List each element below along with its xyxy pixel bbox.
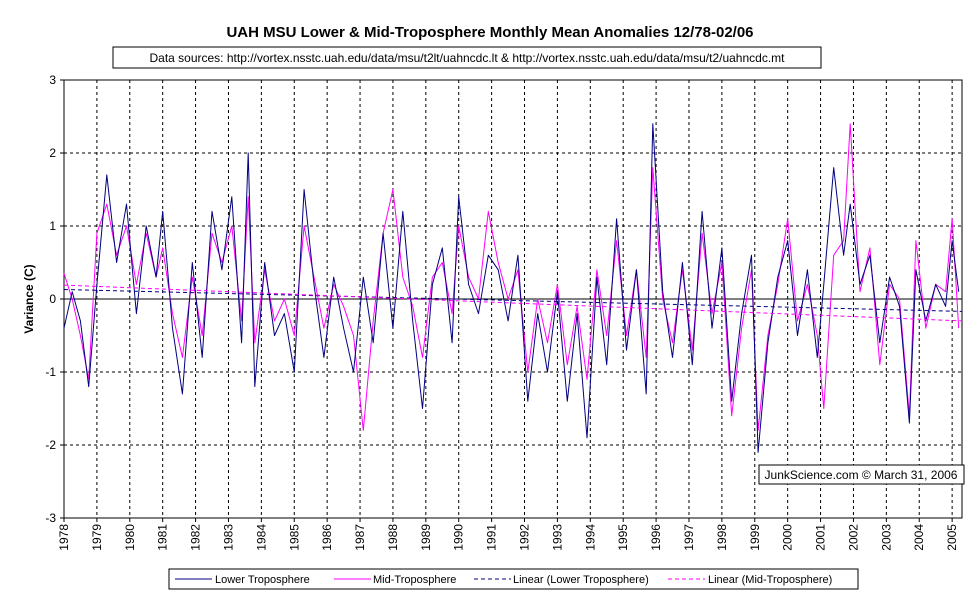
legend-label-lower-troposphere: Lower Troposphere (215, 574, 310, 586)
x-tick-label: 1980 (123, 524, 137, 551)
x-tick-label: 1994 (583, 524, 597, 551)
x-tick-label: 1995 (616, 524, 630, 551)
credit-text: JunkScience.com © March 31, 2006 (765, 468, 958, 482)
x-tick-label: 2000 (781, 524, 795, 551)
legend-label-linear-lower: Linear (Lower Troposphere) (513, 574, 649, 586)
y-axis-label: Variance (C) (22, 264, 36, 333)
x-tick-label: 1986 (320, 524, 334, 551)
y-tick-label: -1 (45, 365, 56, 379)
x-tick-label: 1988 (386, 524, 400, 551)
x-tick-label: 1997 (682, 524, 696, 551)
grid-lines (64, 80, 962, 518)
x-tick-label: 1993 (550, 524, 564, 551)
x-tick-label: 2005 (945, 524, 959, 551)
legend-label-mid-troposphere: Mid-Troposphere (373, 574, 456, 586)
x-tick-label: 1982 (189, 524, 203, 551)
data-sources-text: Data sources: http://vortex.nsstc.uah.ed… (149, 51, 785, 65)
x-tick-label: 1998 (715, 524, 729, 551)
x-tick-label: 2001 (814, 524, 828, 551)
y-tick-label: 2 (49, 146, 56, 160)
y-tick-label: 1 (49, 219, 56, 233)
x-tick-label: 1991 (485, 524, 499, 551)
legend-entry-linear-mid: Linear (Mid-Troposphere) (668, 574, 832, 586)
data-sources-box (112, 46, 822, 69)
series-layer (63, 123, 963, 453)
trendline-lower-troposphere (63, 289, 963, 312)
x-tick-label: 1984 (254, 524, 268, 551)
x-tick-label: 1983 (221, 524, 235, 551)
legend-entry-lower-troposphere: Lower Troposphere (175, 574, 310, 586)
x-tick-label: 1989 (419, 524, 433, 551)
x-axis-ticks: 1978 1979 1980 1981 1982 1983 1984 1985 1986 1987… (57, 518, 959, 551)
legend-label-linear-mid: Linear (Mid-Troposphere) (708, 574, 832, 586)
credit-box (758, 464, 965, 485)
legend-entry-linear-lower: Linear (Lower Troposphere) (474, 574, 649, 586)
legend-entry-mid-troposphere: Mid-Troposphere (334, 574, 456, 586)
x-tick-label: 1990 (452, 524, 466, 551)
x-tick-label: 1987 (353, 524, 367, 551)
trendline-mid-troposphere (63, 284, 963, 322)
x-tick-label: 2004 (912, 524, 926, 551)
x-tick-label: 1978 (57, 524, 71, 551)
x-tick-label: 2003 (879, 524, 893, 551)
y-tick-label: 3 (49, 73, 56, 87)
legend-box (168, 568, 859, 590)
y-tick-label: -2 (45, 438, 56, 452)
x-tick-label: 1981 (156, 524, 170, 551)
chart-title: UAH MSU Lower & Mid-Troposphere Monthly … (226, 24, 753, 41)
x-tick-label: 1996 (649, 524, 663, 551)
x-tick-label: 2002 (846, 524, 860, 551)
y-axis-ticks: 3 2 1 0 -1 -2 -3 (45, 73, 64, 525)
series-lower-troposphere (63, 123, 960, 453)
x-tick-label: 1992 (518, 524, 532, 551)
x-tick-label: 1979 (90, 524, 104, 551)
x-tick-label: 1999 (748, 524, 762, 551)
y-tick-label: 0 (49, 292, 56, 306)
x-tick-label: 1985 (287, 524, 301, 551)
y-tick-label: -3 (45, 511, 56, 525)
